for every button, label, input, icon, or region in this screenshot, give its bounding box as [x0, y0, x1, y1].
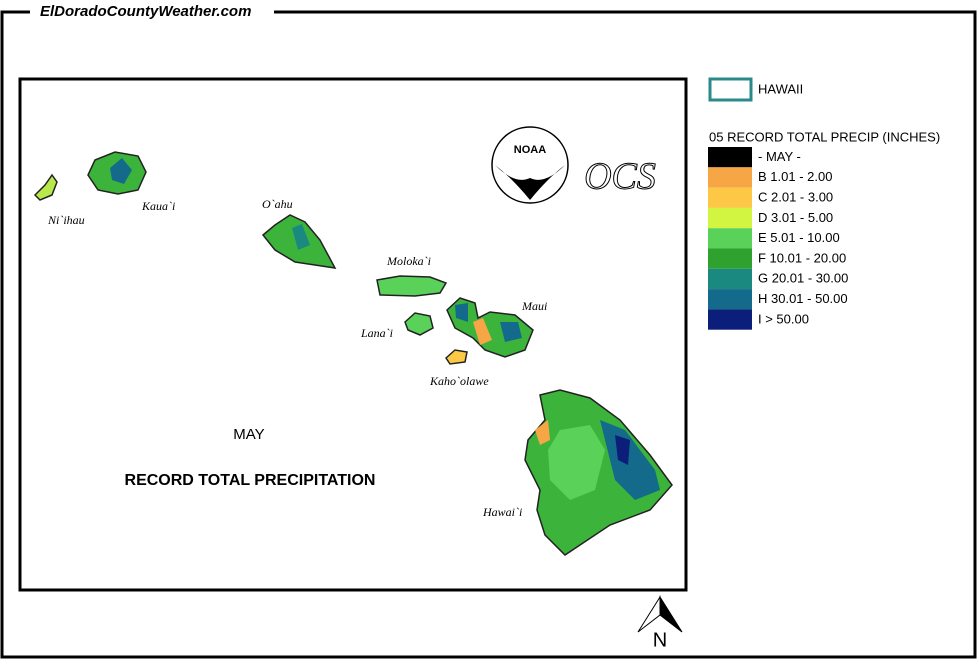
legend-swatch: [708, 187, 752, 208]
noaa-bird: [495, 165, 565, 200]
legend-label: H 30.01 - 50.00: [758, 291, 848, 306]
kahoolawe: [445, 349, 468, 365]
maui-dry: [473, 318, 492, 345]
north-arrow: [659, 595, 683, 633]
map-title: RECORD TOTAL PRECIPITATION: [125, 472, 376, 489]
north-arrow: [637, 595, 661, 633]
island-label: Kaho`olawe: [429, 374, 489, 388]
oahu-core: [292, 224, 310, 250]
legend-label: D 3.01 - 5.00: [758, 210, 833, 225]
island-label: Maui: [521, 299, 547, 313]
hawaii-wettest: [615, 435, 630, 465]
noaa-logo: [491, 126, 569, 204]
legend-swatch: [708, 147, 752, 168]
legend-label: G 20.01 - 30.00: [758, 271, 848, 286]
niihau: [33, 173, 58, 201]
maui: [446, 297, 534, 358]
hawaii-dry: [535, 420, 550, 445]
noaa-text: NOAA: [514, 144, 546, 156]
molokai: [376, 275, 448, 297]
ocs-logo: OCS: [584, 156, 656, 198]
island-label: Kaua`i: [141, 199, 175, 213]
island-label: O`ahu: [262, 197, 293, 211]
legend-swatch: [708, 207, 752, 229]
site-title: ElDoradoCountyWeather.com: [40, 3, 251, 20]
legend-items: - MAY - B 1.01 - 2.00 C 2.01 - 3.00 D 3.01 …: [708, 147, 848, 330]
lanai: [404, 312, 434, 336]
hawaii-interior: [548, 425, 605, 500]
island-label: Ni`ihau: [47, 213, 85, 227]
legend-swatch: [708, 268, 752, 290]
title-backing: [30, 2, 274, 22]
outer-frame: [0, 10, 977, 659]
legend-label: I > 50.00: [758, 311, 809, 326]
kauai-core: [110, 158, 132, 184]
hawaii-wet: [600, 420, 660, 500]
legend-label: F 10.01 - 20.00: [758, 250, 846, 265]
legend-label: - MAY -: [758, 149, 801, 164]
legend-label: B 1.01 - 2.00: [758, 169, 832, 184]
maui-core: [455, 303, 522, 342]
legend-label: C 2.01 - 3.00: [758, 190, 833, 205]
legend-swatch: [708, 289, 752, 310]
legend-swatch: [708, 309, 752, 330]
legend-swatch: [708, 248, 752, 269]
island-label: Lana`i: [360, 326, 393, 340]
legend-label: E 5.01 - 10.00: [758, 230, 840, 245]
outline-label: HAWAII: [758, 81, 803, 96]
north-label: N: [653, 629, 667, 651]
outline-swatch: [708, 77, 753, 102]
legend-swatch: [708, 228, 752, 249]
island-label: Moloka`i: [386, 254, 431, 268]
islands: [33, 151, 673, 556]
month-label: MAY: [233, 426, 264, 443]
legend-swatch: [708, 167, 752, 188]
island-label: Hawai`i: [482, 505, 522, 519]
legend-title: 05 RECORD TOTAL PRECIP (INCHES): [709, 129, 940, 144]
